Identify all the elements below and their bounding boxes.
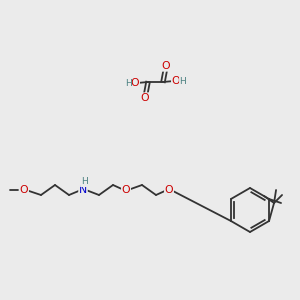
- Text: O: O: [172, 76, 180, 86]
- Text: O: O: [141, 93, 149, 103]
- Text: O: O: [131, 78, 139, 88]
- Text: H: H: [124, 79, 131, 88]
- Text: O: O: [165, 185, 173, 195]
- Text: O: O: [122, 185, 130, 195]
- Text: H: H: [81, 178, 87, 187]
- Text: N: N: [79, 185, 87, 195]
- Text: O: O: [20, 185, 28, 195]
- Text: O: O: [162, 61, 170, 71]
- Text: H: H: [180, 76, 186, 85]
